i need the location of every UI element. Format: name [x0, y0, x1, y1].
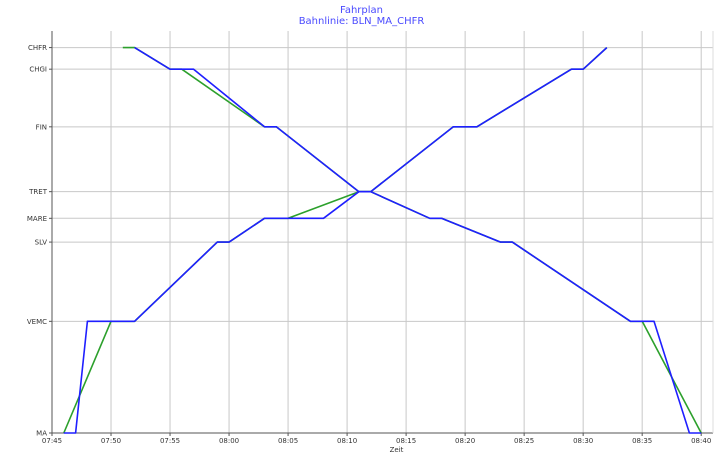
x-tick-label: 08:30 [573, 437, 593, 445]
grid [51, 31, 713, 434]
x-tick-label: 08:40 [691, 437, 711, 445]
x-tick-label: 08:25 [514, 437, 534, 445]
y-tick-label: TRET [28, 188, 48, 196]
tick-labels: 07:45 07:50 07:55 08:00 08:05 08:10 08:15 08:20… [27, 44, 711, 445]
x-tick-label: 08:00 [219, 437, 239, 445]
axes [49, 31, 714, 436]
y-tick-label: CHFR [28, 44, 47, 52]
x-tick-label: 08:20 [455, 437, 475, 445]
x-tick-label: 07:50 [101, 437, 121, 445]
chart-title: Fahrplan [339, 5, 383, 16]
train-path [134, 46, 702, 434]
train-path [63, 47, 608, 434]
x-tick-label: 08:35 [632, 437, 652, 445]
y-tick-label: CHGI [29, 66, 47, 74]
x-axis-label: Zeit [390, 446, 404, 454]
y-tick-label: VEMC [27, 318, 47, 326]
series-lines [63, 46, 702, 434]
y-tick-label: SLV [35, 239, 48, 247]
train-path [63, 47, 608, 434]
train-path [122, 46, 702, 434]
chart-subtitle: Bahnlinie: BLN_MA_CHFR [298, 16, 425, 27]
x-tick-label: 07:45 [42, 437, 62, 445]
x-tick-label: 08:15 [396, 437, 416, 445]
y-tick-label: MARE [27, 215, 47, 223]
x-tick-label: 08:05 [278, 437, 298, 445]
y-tick-label: FIN [36, 123, 47, 131]
x-tick-label: 08:10 [337, 437, 357, 445]
x-tick-label: 07:55 [160, 437, 180, 445]
y-tick-label: MA [36, 430, 47, 438]
